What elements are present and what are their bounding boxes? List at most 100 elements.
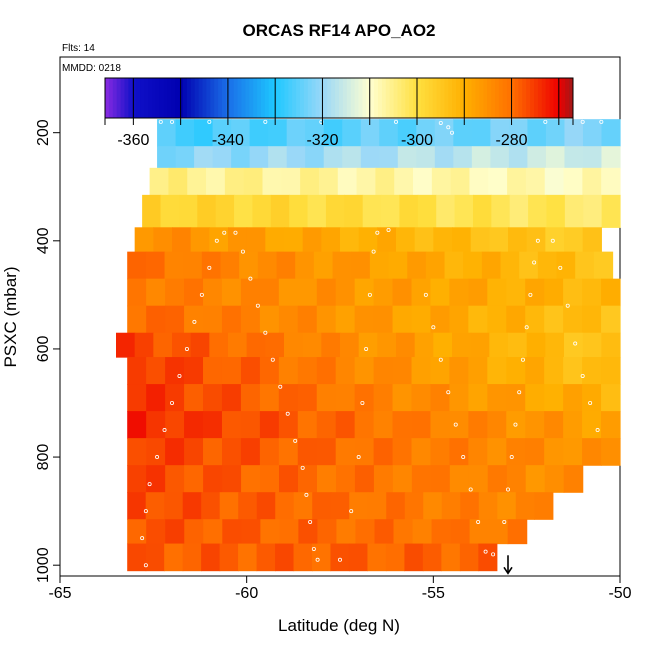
colorbar-swatch — [565, 78, 570, 118]
heatmap-cell — [481, 251, 502, 280]
heatmap-cell — [221, 278, 242, 307]
heatmap-cell — [453, 119, 473, 147]
heatmap-cell — [321, 332, 341, 358]
heatmap-cell — [313, 251, 334, 280]
heatmap-cell — [377, 332, 397, 358]
heatmap-cell — [297, 278, 318, 307]
colorbar-swatch — [335, 78, 340, 118]
heatmap-cell — [508, 119, 529, 147]
heatmap-cell — [203, 384, 223, 412]
track-point — [588, 400, 593, 405]
heatmap-cell — [278, 357, 299, 385]
track-point — [513, 422, 518, 427]
heatmap-cell — [297, 384, 318, 412]
track-point — [304, 492, 309, 497]
track-point — [528, 292, 533, 297]
heatmap-cell — [354, 278, 375, 307]
heatmap-cell — [506, 438, 526, 466]
heatmap-cell — [436, 194, 456, 228]
heatmap-cell — [449, 278, 469, 307]
heatmap-cell — [355, 519, 376, 545]
colorbar-swatch — [397, 78, 402, 118]
heatmap-cell — [411, 357, 432, 385]
heatmap-cell — [212, 119, 232, 147]
heatmap-cell — [582, 278, 602, 307]
heatmap-cell — [203, 305, 223, 334]
heatmap-cell — [544, 465, 565, 493]
heatmap-cell — [240, 278, 261, 307]
heatmap-cell — [268, 146, 288, 169]
heatmap-cell — [582, 305, 602, 334]
heatmap-cell — [525, 167, 546, 196]
heatmap-cell — [601, 278, 621, 307]
heatmap-cell — [413, 167, 433, 196]
heatmap-cell — [506, 305, 526, 334]
colorbar-tick-label: -300 — [401, 132, 433, 149]
colorbar-swatch — [436, 78, 441, 118]
heatmap-cell — [259, 411, 280, 439]
heatmap-cell — [544, 411, 564, 439]
heatmap-cell — [468, 438, 488, 466]
colorbar-swatch — [144, 78, 149, 118]
heatmap-cell — [184, 357, 204, 385]
heatmap-cell — [358, 332, 378, 358]
date-annotation: MMDD: 0218 — [62, 63, 121, 74]
heatmap-cell — [249, 119, 269, 147]
heatmap-cell — [544, 167, 565, 196]
heatmap-cell — [544, 278, 564, 307]
track-point — [285, 411, 290, 416]
heatmap-cell — [222, 519, 242, 545]
heatmap-cell — [316, 384, 337, 412]
colorbar-swatch — [264, 78, 270, 118]
heatmap-cell — [240, 305, 261, 334]
track-point — [169, 119, 174, 124]
heatmap-cell — [392, 278, 413, 307]
colorbar-swatch — [444, 78, 449, 118]
colorbar-swatch — [323, 78, 328, 118]
heatmap-cell — [172, 227, 192, 253]
flights-annotation: Flts: 14 — [62, 43, 95, 54]
heatmap-cell — [563, 438, 583, 466]
heatmap-cell — [184, 438, 204, 466]
track-point — [143, 509, 148, 514]
y-tick-label: 1000 — [35, 547, 52, 583]
heatmap-cell — [312, 492, 332, 520]
heatmap-cell — [335, 357, 356, 385]
heatmap-cell — [487, 465, 508, 493]
heatmap-cell — [463, 251, 483, 280]
heatmap-cell — [469, 519, 490, 545]
colorbar-swatch — [491, 78, 496, 118]
heatmap-cell — [164, 251, 184, 280]
heatmap-cell — [222, 465, 242, 493]
track-point — [565, 303, 570, 308]
heatmap-cell — [286, 146, 306, 169]
heatmap-cell — [279, 519, 299, 545]
heatmap-cell — [416, 119, 436, 147]
heatmap-cell — [497, 492, 517, 520]
heatmap-cell — [342, 119, 362, 147]
colorbar-swatch — [171, 78, 176, 118]
heatmap-cell — [545, 119, 566, 147]
heatmap-cell — [276, 251, 296, 280]
heatmap-cell — [545, 332, 565, 358]
heatmap-cell — [302, 227, 322, 253]
colorbar-swatch — [124, 78, 129, 118]
heatmap-cell — [515, 492, 535, 520]
colorbar-swatch — [354, 78, 359, 118]
heatmap-cell — [373, 357, 394, 385]
colorbar-swatch — [151, 78, 157, 118]
track-point — [162, 428, 167, 433]
colorbar-swatch — [147, 78, 153, 118]
colorbar-swatch — [374, 78, 379, 118]
colorbar-swatch — [315, 78, 320, 118]
heatmap-cell — [127, 492, 147, 520]
track-point — [233, 230, 238, 235]
colorbar-swatch — [175, 78, 180, 118]
track-point — [431, 325, 436, 330]
heatmap-cell — [358, 227, 378, 253]
heatmap-cell — [369, 251, 390, 280]
heatmap-cell — [146, 278, 166, 307]
heatmap-cell — [240, 438, 261, 466]
heatmap-cell — [472, 194, 492, 228]
track-point — [438, 357, 443, 362]
